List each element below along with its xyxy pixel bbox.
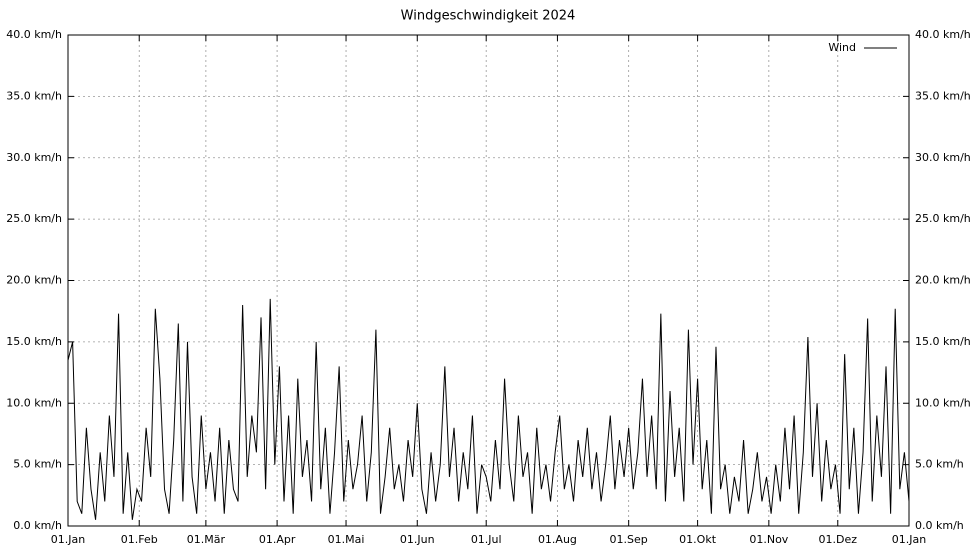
y2-tick-label: 15.0 km/h	[915, 335, 971, 348]
y2-tick-label: 30.0 km/h	[915, 151, 971, 164]
y-tick-label: 10.0 km/h	[6, 396, 62, 409]
x-tick-label: 01.Dez	[819, 533, 858, 546]
y-tick-label: 0.0 km/h	[13, 519, 62, 532]
x-tick-label: 01.Jan	[51, 533, 85, 546]
legend-label: Wind	[828, 41, 856, 54]
y-tick-label: 30.0 km/h	[6, 151, 62, 164]
x-tick-label: 01.Apr	[259, 533, 296, 546]
background	[0, 0, 980, 550]
x-tick-label: 01.Jun	[400, 533, 435, 546]
y-tick-label: 25.0 km/h	[6, 212, 62, 225]
x-tick-label: 01.Mai	[328, 533, 365, 546]
x-tick-label: 01.Nov	[749, 533, 788, 546]
y-tick-label: 5.0 km/h	[13, 458, 62, 471]
y-tick-label: 20.0 km/h	[6, 274, 62, 287]
x-tick-label: 01.Jan	[892, 533, 926, 546]
y-tick-label: 15.0 km/h	[6, 335, 62, 348]
y2-tick-label: 10.0 km/h	[915, 396, 971, 409]
x-tick-label: 01.Aug	[538, 533, 577, 546]
chart-title: Windgeschwindigkeit 2024	[401, 9, 576, 24]
y2-tick-label: 5.0 km/h	[915, 458, 964, 471]
x-tick-label: 01.Feb	[121, 533, 158, 546]
y2-tick-label: 20.0 km/h	[915, 274, 971, 287]
x-tick-label: 01.Jul	[471, 533, 502, 546]
y2-tick-label: 35.0 km/h	[915, 89, 971, 102]
y2-tick-label: 40.0 km/h	[915, 28, 971, 41]
y-tick-label: 40.0 km/h	[6, 28, 62, 41]
y2-tick-label: 25.0 km/h	[915, 212, 971, 225]
x-tick-label: 01.Okt	[679, 533, 717, 546]
y2-tick-label: 0.0 km/h	[915, 519, 964, 532]
x-tick-label: 01.Sep	[610, 533, 648, 546]
y-tick-label: 35.0 km/h	[6, 89, 62, 102]
x-tick-label: 01.Mär	[187, 533, 226, 546]
chart: Windgeschwindigkeit 2024 0.0 km/h 0.0 km/…	[0, 0, 980, 550]
